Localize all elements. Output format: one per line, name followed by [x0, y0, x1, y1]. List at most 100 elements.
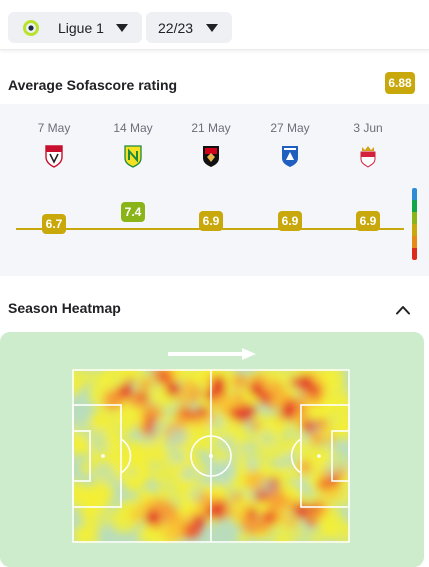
heatmap-pitch: [72, 369, 350, 543]
attack-direction-arrow-icon: [168, 348, 256, 360]
heatmap-blob: [243, 471, 262, 490]
match-date: 14 May: [113, 121, 153, 135]
heatmap-blob: [312, 433, 323, 444]
heatmap-blob: [309, 503, 319, 513]
match-rating-badge[interactable]: 6.9: [199, 210, 223, 231]
rating-scale-segment: [412, 224, 417, 236]
section-title-heatmap: Season Heatmap: [8, 300, 121, 316]
heatmap-blob: [72, 480, 87, 508]
heatmap-blob: [306, 515, 318, 527]
heatmap-blob: [258, 392, 269, 403]
heatmap-blob: [152, 464, 176, 488]
season-dropdown-label: 22/23: [158, 19, 194, 36]
rating-color-scale: [412, 188, 417, 260]
heatmap-blob: [129, 507, 145, 523]
heatmap-blob: [300, 434, 309, 444]
filter-bar: Ligue 1 22/23: [0, 0, 429, 50]
heatmap-blob: [139, 378, 152, 391]
heatmap-blob: [140, 444, 160, 463]
heatmap-blob: [236, 442, 245, 452]
heatmap-blob: [235, 465, 248, 478]
heatmap-blob: [209, 416, 224, 431]
heatmap-blob: [323, 431, 337, 445]
heatmap-blob: [138, 391, 148, 401]
nice-crest-icon[interactable]: [200, 144, 222, 168]
heatmap-blob: [188, 411, 199, 422]
monaco-crest-icon[interactable]: [357, 144, 379, 168]
heatmap-blob: [180, 379, 194, 393]
chevron-up-icon[interactable]: [396, 302, 410, 315]
heatmap-blob: [98, 371, 116, 389]
heatmap-blob: [83, 519, 99, 535]
heatmap-blob: [273, 420, 286, 434]
heatmap-blob: [240, 403, 257, 420]
heatmap-blob: [248, 488, 260, 501]
heatmap-blob: [286, 524, 306, 543]
match-rating-badge[interactable]: 6.9: [278, 210, 302, 231]
heatmap-blob: [220, 436, 236, 452]
heatmap-blob: [231, 373, 248, 390]
heatmap-blob: [283, 512, 300, 529]
heatmap-blob: [217, 397, 232, 411]
heatmap-blob: [150, 419, 168, 437]
heatmap-blob: [230, 453, 240, 463]
league-dropdown[interactable]: Ligue 1: [8, 12, 142, 43]
heatmap-blob: [297, 374, 314, 390]
heatmap-blob: [237, 531, 250, 543]
match-rating-badge[interactable]: 6.7: [42, 214, 66, 235]
heatmap-blob: [182, 465, 197, 480]
heatmap-blob: [201, 438, 215, 453]
heatmap-blob: [271, 533, 291, 543]
ajaccio-crest-icon[interactable]: [43, 144, 65, 168]
chevron-down-icon: [206, 23, 218, 32]
match-rating-badge[interactable]: 7.4: [121, 201, 145, 222]
heatmap-blob: [212, 375, 226, 389]
rating-scale-segment: [412, 188, 417, 200]
heatmap-blob: [307, 529, 325, 543]
heatmap-blob: [261, 509, 275, 524]
heatmap-panel: [0, 332, 424, 567]
heatmap-blob: [182, 522, 199, 539]
heatmap-blob: [310, 423, 320, 433]
heatmap-blob: [341, 523, 350, 537]
heatmap-blob: [157, 369, 172, 384]
rating-scale-segment: [412, 212, 417, 224]
heatmap-blob: [165, 382, 181, 397]
rating-scale-segment: [412, 248, 417, 260]
heatmap-blob: [162, 521, 184, 543]
nantes-crest-icon[interactable]: [122, 144, 144, 168]
heatmap-blob: [163, 436, 176, 450]
auxerre-crest-icon[interactable]: [279, 144, 301, 168]
heatmap-blob: [258, 430, 276, 447]
average-rating-line: [16, 228, 404, 230]
heatmap-blob: [82, 369, 100, 386]
heatmap-blob: [300, 477, 311, 489]
recent-matches-panel: 7 May 6.7 14 May 7.4 21 May 6.9 27 May 6.9 3 Jun…: [0, 104, 429, 276]
heatmap-blob: [83, 499, 102, 517]
heatmap-blob: [174, 430, 189, 445]
heatmap-blob: [308, 384, 320, 396]
heatmap-blob: [176, 390, 193, 407]
heatmap-blob: [317, 479, 329, 491]
heatmap-blob: [91, 436, 110, 454]
heatmap-blob: [175, 452, 186, 463]
heatmap-blob: [294, 502, 310, 519]
heatmap-blob: [245, 461, 256, 473]
rating-scale-segment: [412, 236, 417, 248]
chevron-down-icon: [116, 23, 128, 32]
heatmap-blob: [259, 478, 277, 495]
heatmap-blob: [206, 474, 219, 488]
match-rating-badge[interactable]: 6.9: [356, 210, 380, 231]
heatmap-blob: [229, 476, 242, 489]
heatmap-blob: [250, 420, 261, 431]
match-date: 27 May: [270, 121, 310, 135]
match-date: 7 May: [37, 121, 71, 135]
heatmap-blob: [211, 501, 226, 516]
heatmap-blob: [72, 377, 82, 397]
heatmap-blob: [80, 460, 96, 476]
season-dropdown[interactable]: 22/23: [146, 12, 232, 43]
heatmap-blob: [319, 369, 346, 391]
ligue1-logo-icon: [22, 19, 40, 37]
rating-scale-segment: [412, 200, 417, 212]
league-dropdown-label: Ligue 1: [58, 19, 104, 36]
